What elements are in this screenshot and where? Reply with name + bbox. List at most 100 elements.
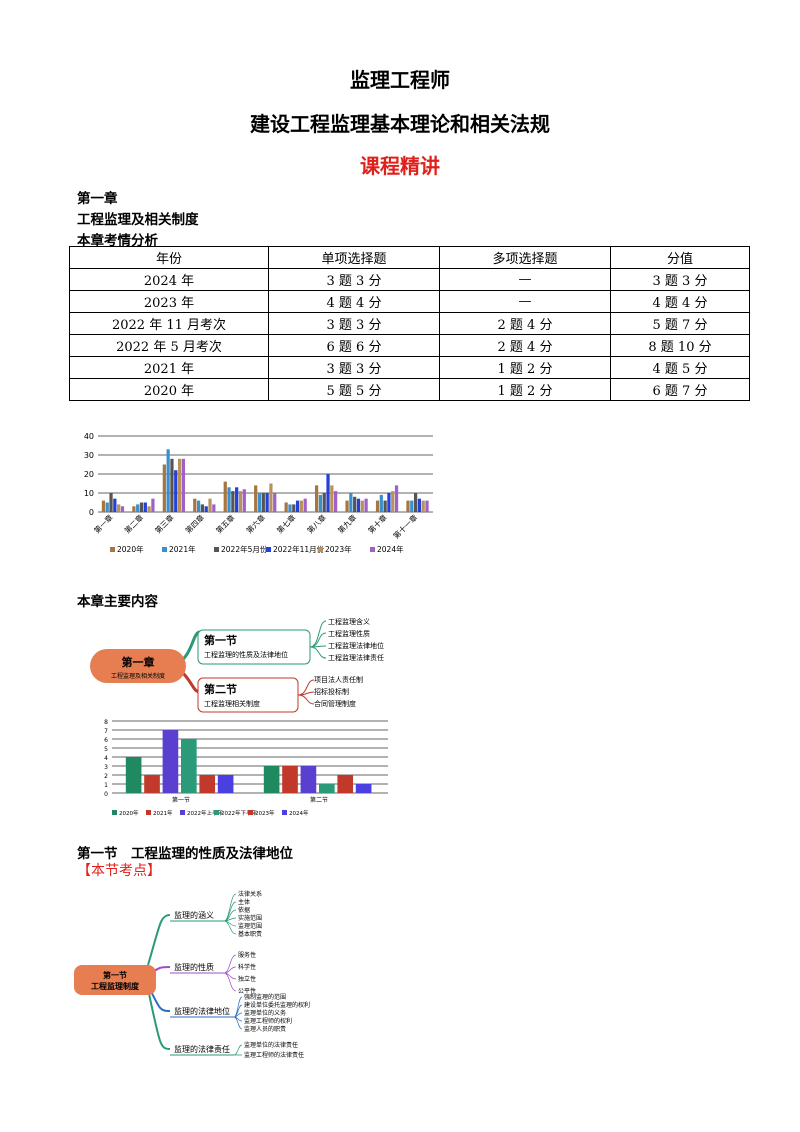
- chart-bar: [212, 504, 216, 512]
- table-cell: 5 题 7 分: [610, 312, 750, 335]
- leaf-lines: [223, 954, 237, 992]
- table-cell: 3 题 3 分: [268, 356, 440, 379]
- chart-bar: [349, 493, 353, 512]
- chart-bar: [394, 485, 399, 512]
- chart-bar: [170, 458, 174, 512]
- table-cell: 5 题 5 分: [268, 378, 440, 401]
- leaf-text: 主体: [238, 898, 250, 906]
- section-mindmap: 第一节 工程监理制度 监理的涵义 法律关系 主体 依据 实施范围 监理范围 基本…: [74, 890, 310, 1059]
- legend-swatch: [112, 810, 117, 815]
- chart-bar: [199, 775, 216, 793]
- chart-bar: [204, 506, 208, 512]
- legend-label: 2020年: [117, 544, 144, 554]
- x-tick-label: 第二节: [310, 796, 328, 804]
- y-tick-label: 5: [104, 746, 108, 753]
- chart-bar: [284, 502, 288, 512]
- chart-bar: [413, 493, 418, 512]
- leaf-text: 法律关系: [238, 890, 262, 898]
- leaf-text: 强制监理的范围: [244, 993, 286, 1001]
- chart-bar: [273, 493, 277, 512]
- root-subtitle: 工程监理制度: [91, 981, 140, 991]
- x-tick-label: 第八章: [305, 512, 328, 535]
- x-tick-label: 第六章: [244, 512, 267, 535]
- branch-label: 监理的法律地位: [174, 1006, 230, 1016]
- legend-swatch: [214, 547, 219, 552]
- chart-bar: [265, 493, 269, 512]
- leaf-text: 公平性: [238, 987, 256, 995]
- table-cell: 6 题 6 分: [268, 334, 440, 357]
- chart-bar: [254, 485, 258, 512]
- table-cell: —: [439, 268, 611, 291]
- table-cell: 4 题 4 分: [610, 290, 750, 313]
- y-tick-label: 1: [104, 782, 108, 789]
- exam-title: 监理工程师: [350, 68, 450, 92]
- section-points-label: 【本节考点】: [77, 863, 161, 879]
- table-cell: 1 题 2 分: [439, 378, 611, 401]
- chart-bar: [193, 498, 197, 512]
- y-tick-label: 40: [84, 432, 94, 441]
- chart-bar: [364, 498, 368, 512]
- legend-label: 2022年11月份: [273, 544, 325, 554]
- table-cell: 2021 年: [69, 356, 269, 379]
- chart-bar: [355, 784, 372, 793]
- chart-bar: [105, 502, 109, 512]
- chart-bar: [379, 494, 383, 512]
- y-tick-label: 0: [104, 791, 108, 798]
- chart-bar: [196, 500, 201, 512]
- leaf-text: 依据: [238, 906, 250, 914]
- chart-bar: [288, 504, 292, 512]
- chart-bar: [375, 500, 380, 512]
- chart-bar: [319, 784, 335, 793]
- leaf-lines: [233, 996, 243, 1030]
- root-title: 第一节: [103, 970, 127, 980]
- legend-swatch: [110, 547, 115, 552]
- y-tick-label: 4: [104, 755, 108, 762]
- table-cell: —: [439, 290, 611, 313]
- chart-bar: [299, 500, 303, 512]
- chart-bar: [425, 500, 429, 512]
- course-title: 课程精讲: [360, 154, 440, 178]
- chart-bar: [231, 491, 235, 512]
- x-tick-label: 第七章: [274, 512, 297, 535]
- leaf-text: 工程监理法律责任: [328, 653, 384, 662]
- x-tick-label: 第三章: [153, 512, 176, 535]
- leaf-text: 工程监理法律地位: [328, 641, 384, 650]
- legend-swatch: [162, 547, 167, 552]
- legend-label: 2022年下半年: [221, 809, 257, 817]
- chapter-number: 第一章: [77, 191, 118, 207]
- legend-swatch: [370, 547, 375, 552]
- x-tick-label: 第四章: [183, 512, 206, 535]
- leaf-text: 合同管理制度: [314, 699, 356, 708]
- chart-bar: [101, 500, 106, 512]
- leaf-lines: [223, 893, 237, 935]
- leaf-text: 监理范围: [238, 922, 262, 930]
- y-tick-label: 7: [104, 728, 108, 735]
- chart-bar: [147, 506, 151, 512]
- chart-bar: [360, 500, 364, 512]
- chart-bar: [125, 757, 142, 793]
- leaf-text: 监理单位的法律责任: [244, 1041, 298, 1049]
- branch-line: [147, 988, 171, 1050]
- chart-bar: [292, 504, 296, 512]
- leaf-text: 监理工程师的权利: [244, 1017, 292, 1025]
- chart-bar: [353, 496, 357, 512]
- leaf-lines: [233, 1044, 243, 1056]
- chart-bar: [257, 493, 262, 512]
- legend-label: 2021年: [153, 809, 173, 817]
- chart-bar: [322, 493, 326, 512]
- legend-label: 2024年: [377, 544, 404, 554]
- table-cell: 3 题 3 分: [610, 268, 750, 291]
- chart-bar: [227, 487, 231, 512]
- chart-bar: [113, 498, 117, 512]
- table-cell: 2024 年: [69, 268, 269, 291]
- chart-bar: [181, 458, 185, 512]
- leaf-text: 建设单位委托监理的权利: [244, 1001, 310, 1009]
- chart-bar: [334, 491, 338, 512]
- table-header-row: 年份 单项选择题 多项选择题 分值: [69, 246, 750, 269]
- chart-bar: [208, 498, 212, 512]
- leaf-text: 招标投标制: [314, 687, 349, 696]
- leaf-lines: [309, 620, 327, 659]
- y-tick-label: 30: [84, 451, 94, 460]
- chart-bar: [109, 493, 113, 512]
